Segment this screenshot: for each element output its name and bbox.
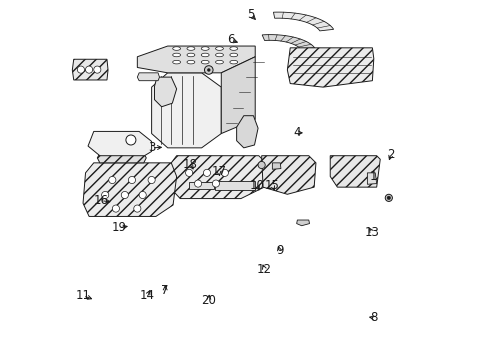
Polygon shape — [366, 173, 376, 184]
Ellipse shape — [229, 60, 237, 64]
Ellipse shape — [186, 47, 194, 50]
Ellipse shape — [229, 47, 237, 50]
Circle shape — [258, 161, 264, 168]
Text: 19: 19 — [111, 221, 126, 234]
Text: 1: 1 — [368, 170, 376, 183]
Ellipse shape — [229, 53, 237, 57]
Ellipse shape — [201, 60, 209, 64]
Ellipse shape — [186, 60, 194, 64]
Polygon shape — [215, 181, 255, 190]
Circle shape — [221, 169, 228, 176]
Circle shape — [102, 192, 108, 199]
Text: 11: 11 — [75, 289, 90, 302]
Circle shape — [185, 169, 192, 176]
Circle shape — [112, 205, 119, 212]
Polygon shape — [236, 116, 258, 148]
Text: 7: 7 — [161, 284, 168, 297]
Ellipse shape — [201, 53, 209, 57]
Circle shape — [386, 196, 390, 200]
Polygon shape — [151, 73, 221, 148]
Polygon shape — [273, 12, 333, 31]
Text: 10: 10 — [249, 179, 264, 192]
Polygon shape — [171, 156, 265, 199]
Polygon shape — [154, 77, 176, 107]
Text: 15: 15 — [264, 179, 279, 192]
Polygon shape — [287, 48, 373, 87]
Circle shape — [128, 176, 135, 184]
Text: 16: 16 — [93, 194, 108, 207]
Ellipse shape — [186, 53, 194, 57]
Circle shape — [94, 66, 101, 73]
Text: 12: 12 — [257, 263, 271, 276]
Polygon shape — [261, 156, 315, 194]
Text: 14: 14 — [140, 289, 155, 302]
Circle shape — [207, 68, 210, 71]
Ellipse shape — [201, 47, 209, 50]
Circle shape — [121, 192, 128, 199]
Circle shape — [125, 135, 136, 145]
Polygon shape — [88, 131, 151, 156]
Polygon shape — [221, 57, 255, 134]
Polygon shape — [189, 182, 214, 189]
Text: 17: 17 — [211, 165, 226, 178]
Circle shape — [204, 66, 213, 74]
Circle shape — [77, 66, 84, 73]
Text: 2: 2 — [386, 148, 394, 162]
Circle shape — [148, 176, 155, 184]
Ellipse shape — [215, 53, 223, 57]
Ellipse shape — [172, 53, 180, 57]
Circle shape — [203, 169, 210, 176]
Polygon shape — [296, 220, 309, 226]
Text: 9: 9 — [275, 244, 283, 257]
Text: 18: 18 — [183, 158, 197, 171]
Polygon shape — [262, 35, 315, 51]
Text: 3: 3 — [148, 141, 155, 154]
Text: 5: 5 — [247, 9, 254, 22]
Ellipse shape — [215, 60, 223, 64]
Ellipse shape — [172, 47, 180, 50]
Polygon shape — [83, 163, 176, 216]
Circle shape — [134, 205, 141, 212]
Circle shape — [108, 176, 116, 184]
Circle shape — [212, 180, 219, 187]
Polygon shape — [272, 163, 281, 169]
Ellipse shape — [215, 47, 223, 50]
Text: 8: 8 — [369, 311, 377, 324]
Text: 20: 20 — [201, 293, 216, 306]
Text: 13: 13 — [364, 226, 379, 239]
Circle shape — [85, 66, 93, 73]
Polygon shape — [329, 156, 380, 187]
Polygon shape — [97, 154, 146, 163]
Circle shape — [194, 180, 201, 187]
Polygon shape — [137, 46, 255, 73]
Polygon shape — [72, 59, 108, 80]
Text: 4: 4 — [293, 126, 301, 139]
Circle shape — [385, 194, 391, 202]
Polygon shape — [137, 73, 159, 81]
Ellipse shape — [172, 60, 180, 64]
Text: 6: 6 — [227, 33, 234, 46]
Circle shape — [139, 192, 146, 199]
